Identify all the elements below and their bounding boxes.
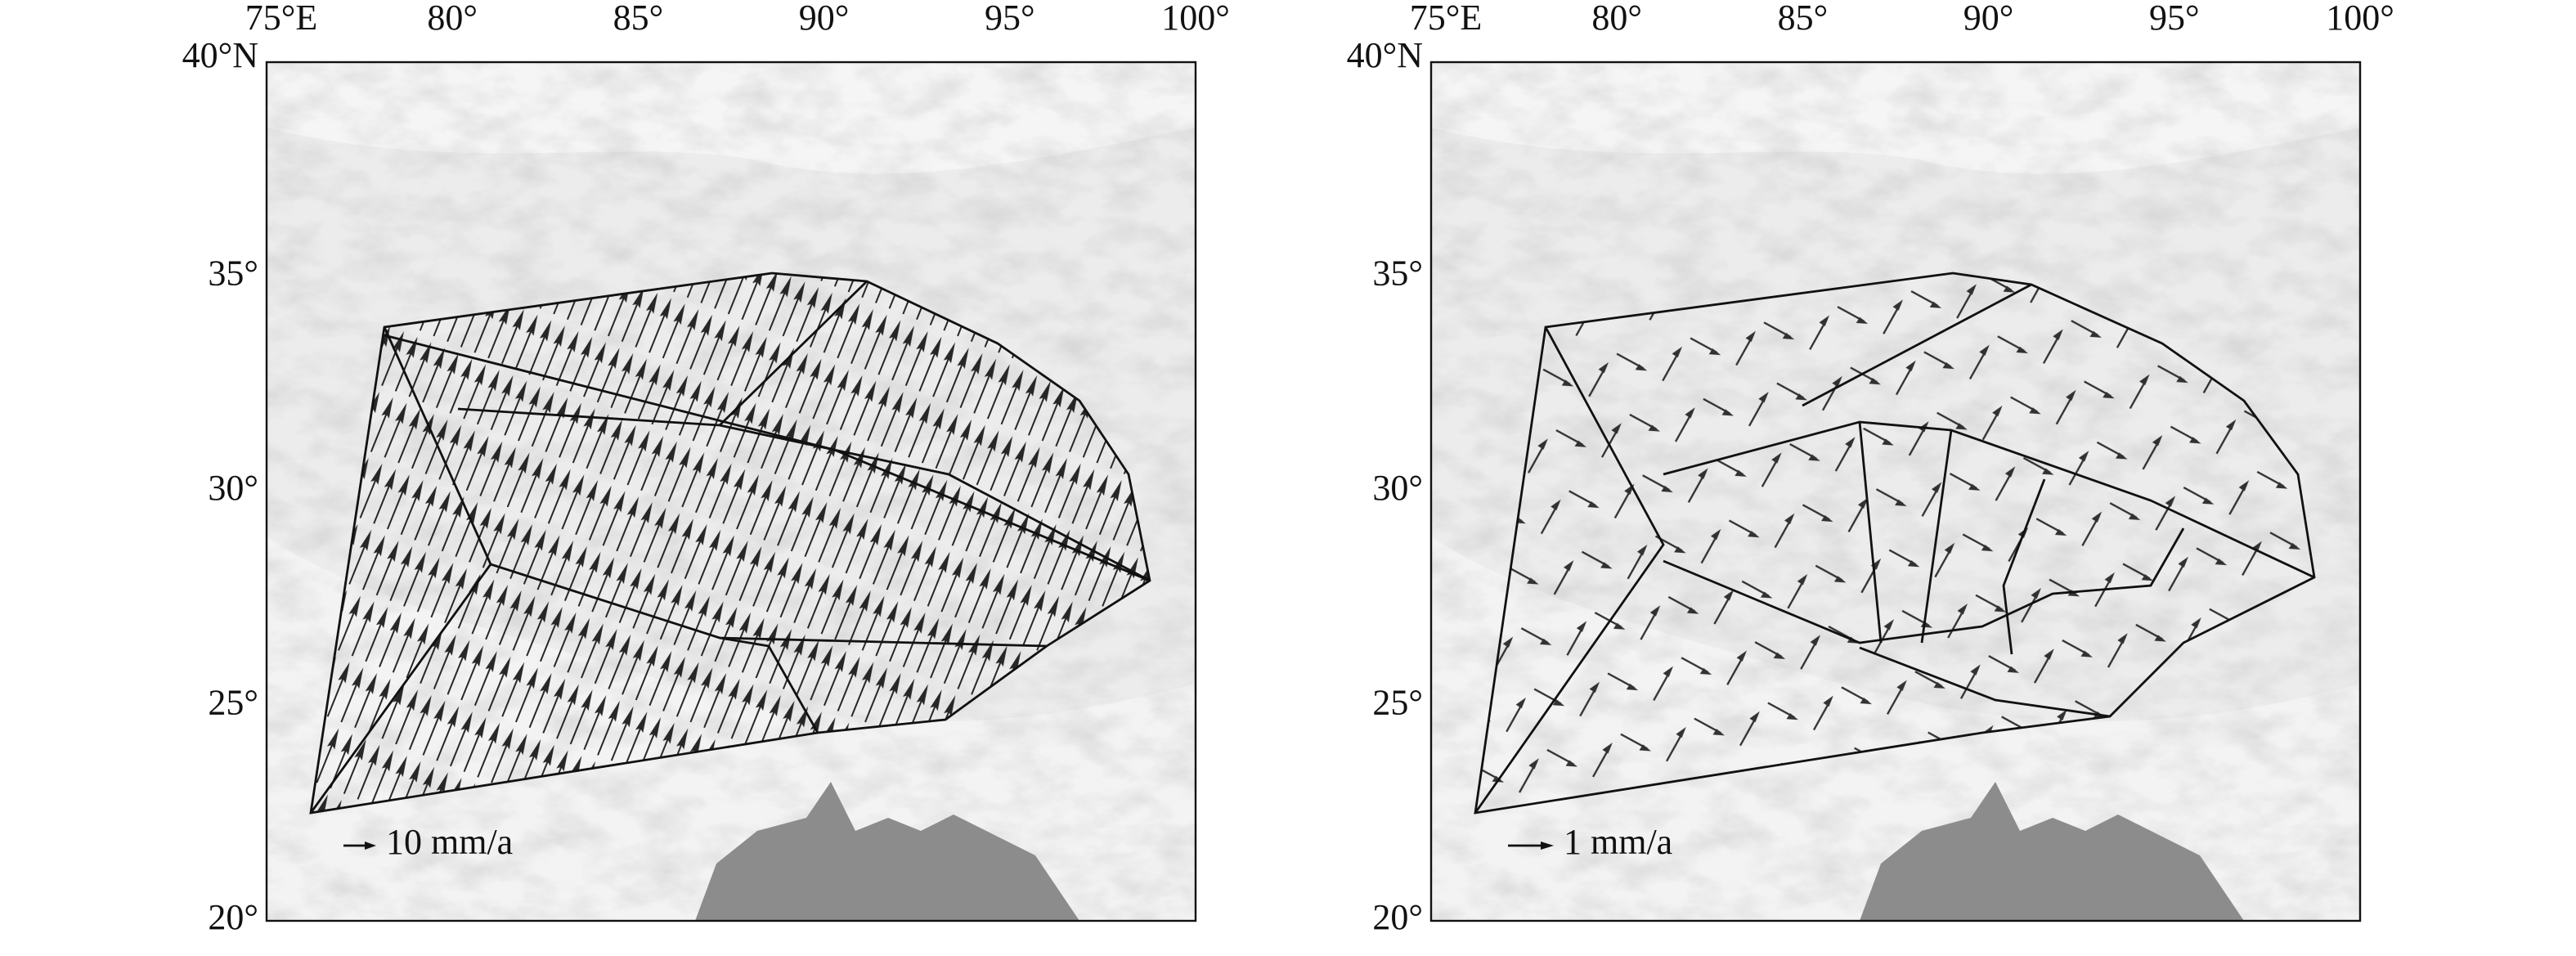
block-boundary bbox=[1802, 283, 2032, 407]
block-boundary bbox=[1474, 326, 1665, 814]
lon-label: 95° bbox=[2149, 0, 2200, 38]
lon-label: 95° bbox=[985, 0, 1035, 38]
lon-label: 80° bbox=[1591, 0, 1642, 38]
block-boundary bbox=[2002, 478, 2046, 655]
block-boundaries bbox=[309, 272, 1151, 815]
lat-label: 20° bbox=[1372, 897, 1423, 937]
lon-label: 100° bbox=[1161, 0, 1230, 38]
block-outline bbox=[309, 272, 1151, 815]
lon-label: 75°E bbox=[245, 0, 317, 38]
lon-label: 85° bbox=[613, 0, 664, 38]
lon-label: 75°E bbox=[1410, 0, 1482, 38]
lat-label: 40°N bbox=[182, 35, 258, 75]
block-boundary bbox=[1663, 527, 2185, 644]
block-boundary bbox=[719, 280, 868, 427]
lat-label: 30° bbox=[208, 468, 258, 508]
velocity-field bbox=[311, 273, 1150, 813]
block-boundary bbox=[1920, 429, 1953, 644]
block-outline bbox=[1474, 272, 2316, 815]
lat-label: 25° bbox=[1372, 683, 1423, 723]
scale-arrow-head bbox=[365, 842, 376, 850]
lat-label: 35° bbox=[208, 254, 258, 294]
map-frame bbox=[265, 61, 1197, 922]
sea bbox=[695, 782, 1079, 921]
lon-label: 80° bbox=[427, 0, 478, 38]
map-panel bbox=[265, 61, 1197, 922]
scale-label: 1 mm/a bbox=[1564, 822, 1672, 862]
block-boundary bbox=[1858, 421, 1883, 644]
lon-label: 90° bbox=[1963, 0, 2014, 38]
lon-label: 100° bbox=[2326, 0, 2394, 38]
block-boundary bbox=[457, 407, 1151, 582]
block-boundary bbox=[1859, 646, 2111, 718]
lat-label: 40°N bbox=[1347, 35, 1423, 75]
map-frame bbox=[1429, 61, 2362, 922]
lat-label: 25° bbox=[208, 683, 258, 723]
lon-label: 85° bbox=[1778, 0, 1829, 38]
map-panel bbox=[1429, 61, 2362, 922]
block-boundaries bbox=[1474, 272, 2316, 815]
scale-label: 10 mm/a bbox=[386, 822, 513, 862]
lon-label: 90° bbox=[799, 0, 850, 38]
sea bbox=[1860, 782, 2244, 921]
lat-label: 20° bbox=[208, 897, 258, 937]
scale-arrow-head bbox=[1541, 842, 1554, 850]
lat-label: 35° bbox=[1372, 254, 1423, 294]
lat-label: 30° bbox=[1372, 468, 1423, 508]
residual-field bbox=[1475, 273, 2314, 813]
block-boundary bbox=[719, 636, 819, 734]
